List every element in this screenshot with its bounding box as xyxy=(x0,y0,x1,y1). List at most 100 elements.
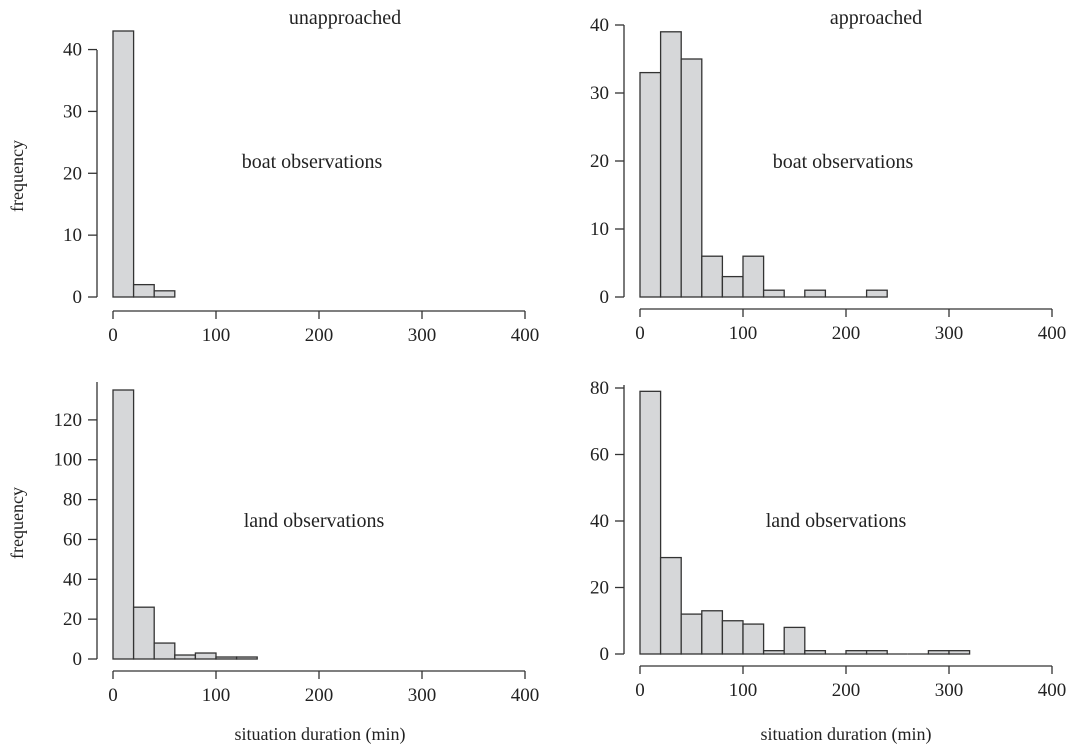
histogram-bar xyxy=(721,620,744,655)
panel-annotation: boat observations xyxy=(242,151,383,173)
y-tick-label: 100 xyxy=(54,450,83,471)
histogram-bar xyxy=(721,275,744,298)
histogram-bar xyxy=(174,654,197,660)
histogram-bar xyxy=(659,556,682,655)
panel-approached-boat: approached boat observations 0 100 200 300 4… xyxy=(590,7,1066,344)
histogram-bar xyxy=(112,30,135,298)
y-tick-label: 60 xyxy=(63,529,82,550)
y-tick-label: 60 xyxy=(590,445,609,466)
histogram-bar xyxy=(701,255,724,298)
histogram-bar xyxy=(132,283,155,298)
x-tick-label: 200 xyxy=(305,325,334,346)
y-axis-label: frequency xyxy=(7,140,27,212)
panel-unapproached-land: land observations frequency situation du… xyxy=(7,382,539,745)
y-axis: 0 20 40 60 80 xyxy=(590,378,625,665)
histogram-bar xyxy=(865,289,888,298)
y-axis: 0 10 20 30 40 xyxy=(590,15,625,308)
histogram-bar xyxy=(639,390,662,655)
y-tick-label: 20 xyxy=(63,163,82,184)
histogram-bar xyxy=(153,642,176,660)
y-tick-label: 80 xyxy=(590,378,609,399)
x-axis-label: situation duration (min) xyxy=(235,724,406,745)
panel-approached-land: land observations situation duration (mi… xyxy=(590,378,1066,745)
histogram-bar xyxy=(762,289,785,298)
histogram-bar xyxy=(783,626,806,655)
histogram-bar xyxy=(701,610,724,655)
y-tick-label: 0 xyxy=(73,287,83,308)
histogram-bar xyxy=(742,255,765,298)
y-tick-label: 30 xyxy=(63,101,82,122)
x-tick-label: 300 xyxy=(408,325,437,346)
histogram-bar xyxy=(132,606,155,660)
x-tick-label: 100 xyxy=(202,325,231,346)
x-tick-label: 200 xyxy=(832,680,861,701)
x-tick-label: 400 xyxy=(511,685,540,706)
y-tick-label: 120 xyxy=(54,410,83,431)
y-tick-label: 0 xyxy=(73,649,83,670)
y-tick-label: 20 xyxy=(590,578,609,599)
panel-title: approached xyxy=(830,7,922,29)
y-tick-label: 0 xyxy=(600,644,610,665)
histogram-bar xyxy=(927,650,950,655)
x-tick-label: 100 xyxy=(202,685,231,706)
histogram-bar xyxy=(680,613,703,655)
histogram-bar xyxy=(215,656,238,660)
x-tick-label: 0 xyxy=(635,323,645,344)
x-axis: 0 100 200 300 400 xyxy=(108,310,540,346)
x-tick-label: 100 xyxy=(729,323,758,344)
x-axis: 0 100 200 300 400 xyxy=(635,665,1067,701)
y-tick-label: 80 xyxy=(63,490,82,511)
panel-annotation: boat observations xyxy=(773,151,914,173)
x-axis: 0 100 200 300 400 xyxy=(635,308,1067,344)
histogram-bar xyxy=(680,58,703,298)
y-tick-label: 0 xyxy=(600,287,610,308)
panel-annotation: land observations xyxy=(766,510,907,532)
histogram-bars xyxy=(112,30,176,298)
x-tick-label: 400 xyxy=(1038,323,1067,344)
histogram-bar xyxy=(153,290,176,298)
x-tick-label: 300 xyxy=(935,680,964,701)
y-tick-label: 40 xyxy=(63,40,82,61)
histogram-bar xyxy=(948,650,971,655)
histogram-bar xyxy=(639,71,662,298)
histogram-bar xyxy=(845,650,868,655)
x-tick-label: 0 xyxy=(108,325,118,346)
y-axis: 0 10 20 30 40 xyxy=(63,40,98,308)
histogram-bar xyxy=(194,652,217,660)
x-tick-label: 0 xyxy=(108,685,118,706)
y-axis: 0 20 40 60 80 100 120 xyxy=(54,382,98,670)
y-tick-label: 40 xyxy=(590,511,609,532)
x-axis: 0 100 200 300 400 xyxy=(108,670,540,706)
y-tick-label: 40 xyxy=(590,15,609,36)
y-tick-label: 20 xyxy=(63,609,82,630)
x-tick-label: 400 xyxy=(1038,680,1067,701)
x-tick-label: 100 xyxy=(729,680,758,701)
y-tick-label: 10 xyxy=(590,219,609,240)
panel-unapproached-boat: unapproached boat observations frequency… xyxy=(7,7,539,346)
y-tick-label: 40 xyxy=(63,569,82,590)
histogram-bar xyxy=(235,656,258,660)
histogram-bar xyxy=(762,650,785,655)
panel-title: unapproached xyxy=(289,7,401,29)
histogram-bar xyxy=(742,623,765,655)
y-tick-label: 10 xyxy=(63,225,82,246)
x-tick-label: 300 xyxy=(935,323,964,344)
y-tick-label: 30 xyxy=(590,83,609,104)
x-axis-label: situation duration (min) xyxy=(761,724,932,745)
panel-annotation: land observations xyxy=(244,510,385,532)
x-tick-label: 0 xyxy=(635,680,645,701)
y-axis-label: frequency xyxy=(7,487,27,559)
histogram-bar xyxy=(659,31,682,298)
histogram-bar xyxy=(804,650,827,655)
histogram-bars xyxy=(639,31,888,298)
histogram-bar xyxy=(804,289,827,298)
histogram-bar xyxy=(112,389,135,660)
x-tick-label: 300 xyxy=(408,685,437,706)
histogram-bar xyxy=(865,650,888,655)
histogram-bars xyxy=(639,390,971,655)
y-tick-label: 20 xyxy=(590,151,609,172)
x-tick-label: 200 xyxy=(305,685,334,706)
x-tick-label: 200 xyxy=(832,323,861,344)
x-tick-label: 400 xyxy=(511,325,540,346)
